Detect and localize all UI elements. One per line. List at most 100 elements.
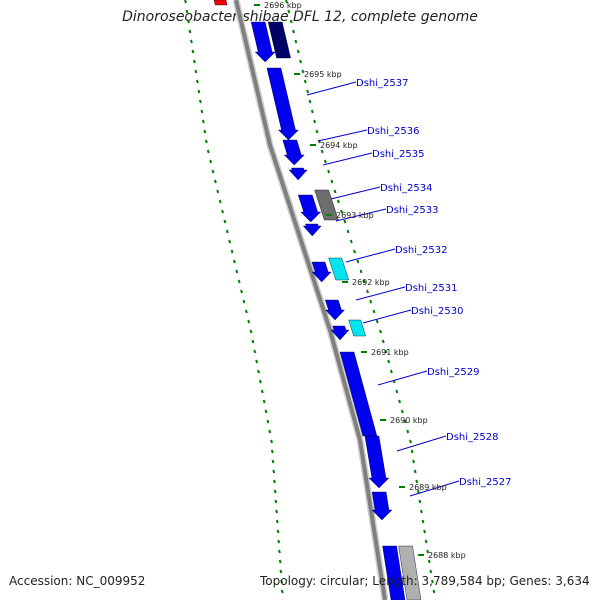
accession-text: Accession: NC_009952: [9, 574, 146, 588]
callout-line: [317, 129, 368, 142]
guide-dot: [223, 219, 227, 224]
guide-dot: [251, 339, 255, 344]
guide-dot: [426, 549, 430, 554]
gene-label[interactable]: Dshi_2537: [356, 78, 408, 89]
guide-dot: [206, 149, 210, 154]
guide-dot: [275, 509, 279, 514]
gene-arrow[interactable]: [250, 21, 276, 63]
guide-dot: [289, 19, 293, 24]
guide-dot: [211, 169, 215, 174]
guide-dot: [409, 439, 412, 444]
guide-dot: [333, 189, 337, 194]
gene-label[interactable]: Dshi_2535: [372, 149, 424, 160]
guide-dot: [320, 149, 324, 154]
gene-arrow[interactable]: [371, 491, 393, 521]
guide-dot: [398, 399, 402, 404]
guide-dot: [184, 0, 187, 4]
callout-line: [377, 370, 428, 386]
gene-label[interactable]: Dshi_2531: [405, 283, 457, 294]
kbp-label: 2696 kbp: [264, 1, 302, 10]
gene-label[interactable]: Dshi_2533: [386, 205, 438, 216]
guide-dot: [359, 269, 363, 274]
guide-dot: [301, 69, 305, 74]
guide-dot: [379, 329, 382, 334]
guide-dot: [240, 289, 243, 294]
gene-arrow[interactable]: [302, 223, 322, 237]
callout-line: [409, 480, 460, 497]
callout-line: [335, 208, 387, 222]
gene-label[interactable]: Dshi_2536: [367, 126, 419, 137]
guide-dot: [369, 299, 373, 304]
gene-label[interactable]: Dshi_2529: [427, 367, 479, 378]
guide-dot: [228, 239, 232, 244]
guide-dot: [400, 409, 404, 414]
gene-label[interactable]: Dshi_2530: [411, 306, 463, 317]
guide-dot: [191, 49, 195, 54]
guide-dot: [249, 329, 253, 334]
guide-dot: [362, 279, 366, 284]
guide-dot: [418, 499, 422, 504]
kbp-label: 2693 kbp: [336, 211, 374, 220]
gene-arrow[interactable]: [297, 194, 322, 223]
guide-dot: [247, 319, 251, 324]
guide-dot: [270, 449, 274, 454]
guide-dot: [271, 459, 275, 464]
guide-dot: [423, 529, 427, 534]
guide-dot: [185, 9, 189, 14]
guide-dot: [375, 319, 379, 324]
gene-arrow[interactable]: [348, 319, 366, 337]
guide-dot: [356, 259, 360, 264]
gene-label[interactable]: Dshi_2527: [459, 477, 511, 488]
guide-dot: [306, 89, 310, 94]
guide-dot: [188, 29, 192, 34]
guide-dot: [432, 589, 436, 594]
guide-dot: [424, 539, 428, 544]
guide-dot: [273, 489, 277, 494]
guide-dot: [412, 459, 416, 464]
gene-arrow[interactable]: [288, 167, 308, 181]
gene-label[interactable]: Dshi_2534: [380, 183, 432, 194]
guide-dot: [277, 549, 281, 554]
guide-dot: [327, 169, 331, 174]
gene-arrow[interactable]: [330, 325, 350, 341]
guide-dot: [257, 369, 260, 374]
guide-dot: [195, 79, 199, 84]
guide-dot: [272, 469, 276, 474]
guide-dot: [292, 29, 295, 34]
guide-dot: [287, 9, 291, 14]
guide-dot: [213, 179, 217, 184]
guide-dot: [262, 399, 266, 404]
guide-dot: [372, 309, 376, 314]
callout-line: [306, 81, 357, 96]
gene-label[interactable]: Dshi_2532: [395, 245, 447, 256]
guide-dot: [340, 209, 344, 214]
gene-arrow[interactable]: [267, 21, 291, 59]
guide-dot: [308, 99, 312, 104]
guide-dot: [237, 279, 241, 284]
guide-dot: [336, 199, 340, 204]
gene-arrow[interactable]: [364, 435, 390, 489]
gene-arrow[interactable]: [282, 139, 305, 166]
guide-dot: [221, 209, 224, 214]
guide-dot: [403, 419, 407, 424]
guide-dot: [242, 299, 246, 304]
gene-callouts: Dshi_2537 Dshi_2536 Dshi_2535 Dshi_2534 Dshi…: [306, 78, 511, 497]
gene-arrow[interactable]: [398, 545, 422, 600]
genome-title: Dinoroseobacter shibae DFL 12, complete …: [122, 9, 478, 25]
gene-arrow[interactable]: [324, 299, 345, 321]
callout-line: [355, 286, 406, 301]
gene-arrow[interactable]: [213, 0, 228, 6]
gene-label[interactable]: Dshi_2528: [446, 432, 498, 443]
guide-dot: [216, 189, 220, 194]
guide-dot: [275, 519, 279, 524]
gene-arrow[interactable]: [328, 257, 350, 281]
guide-dot: [349, 239, 353, 244]
guide-dot: [279, 569, 283, 574]
gene-arrow[interactable]: [382, 545, 406, 600]
kbp-label: 2694 kbp: [320, 141, 358, 150]
gene-arrow[interactable]: [266, 67, 299, 141]
gene-arrow[interactable]: [311, 261, 332, 283]
guide-dot: [343, 219, 347, 224]
guide-dot: [416, 489, 420, 494]
